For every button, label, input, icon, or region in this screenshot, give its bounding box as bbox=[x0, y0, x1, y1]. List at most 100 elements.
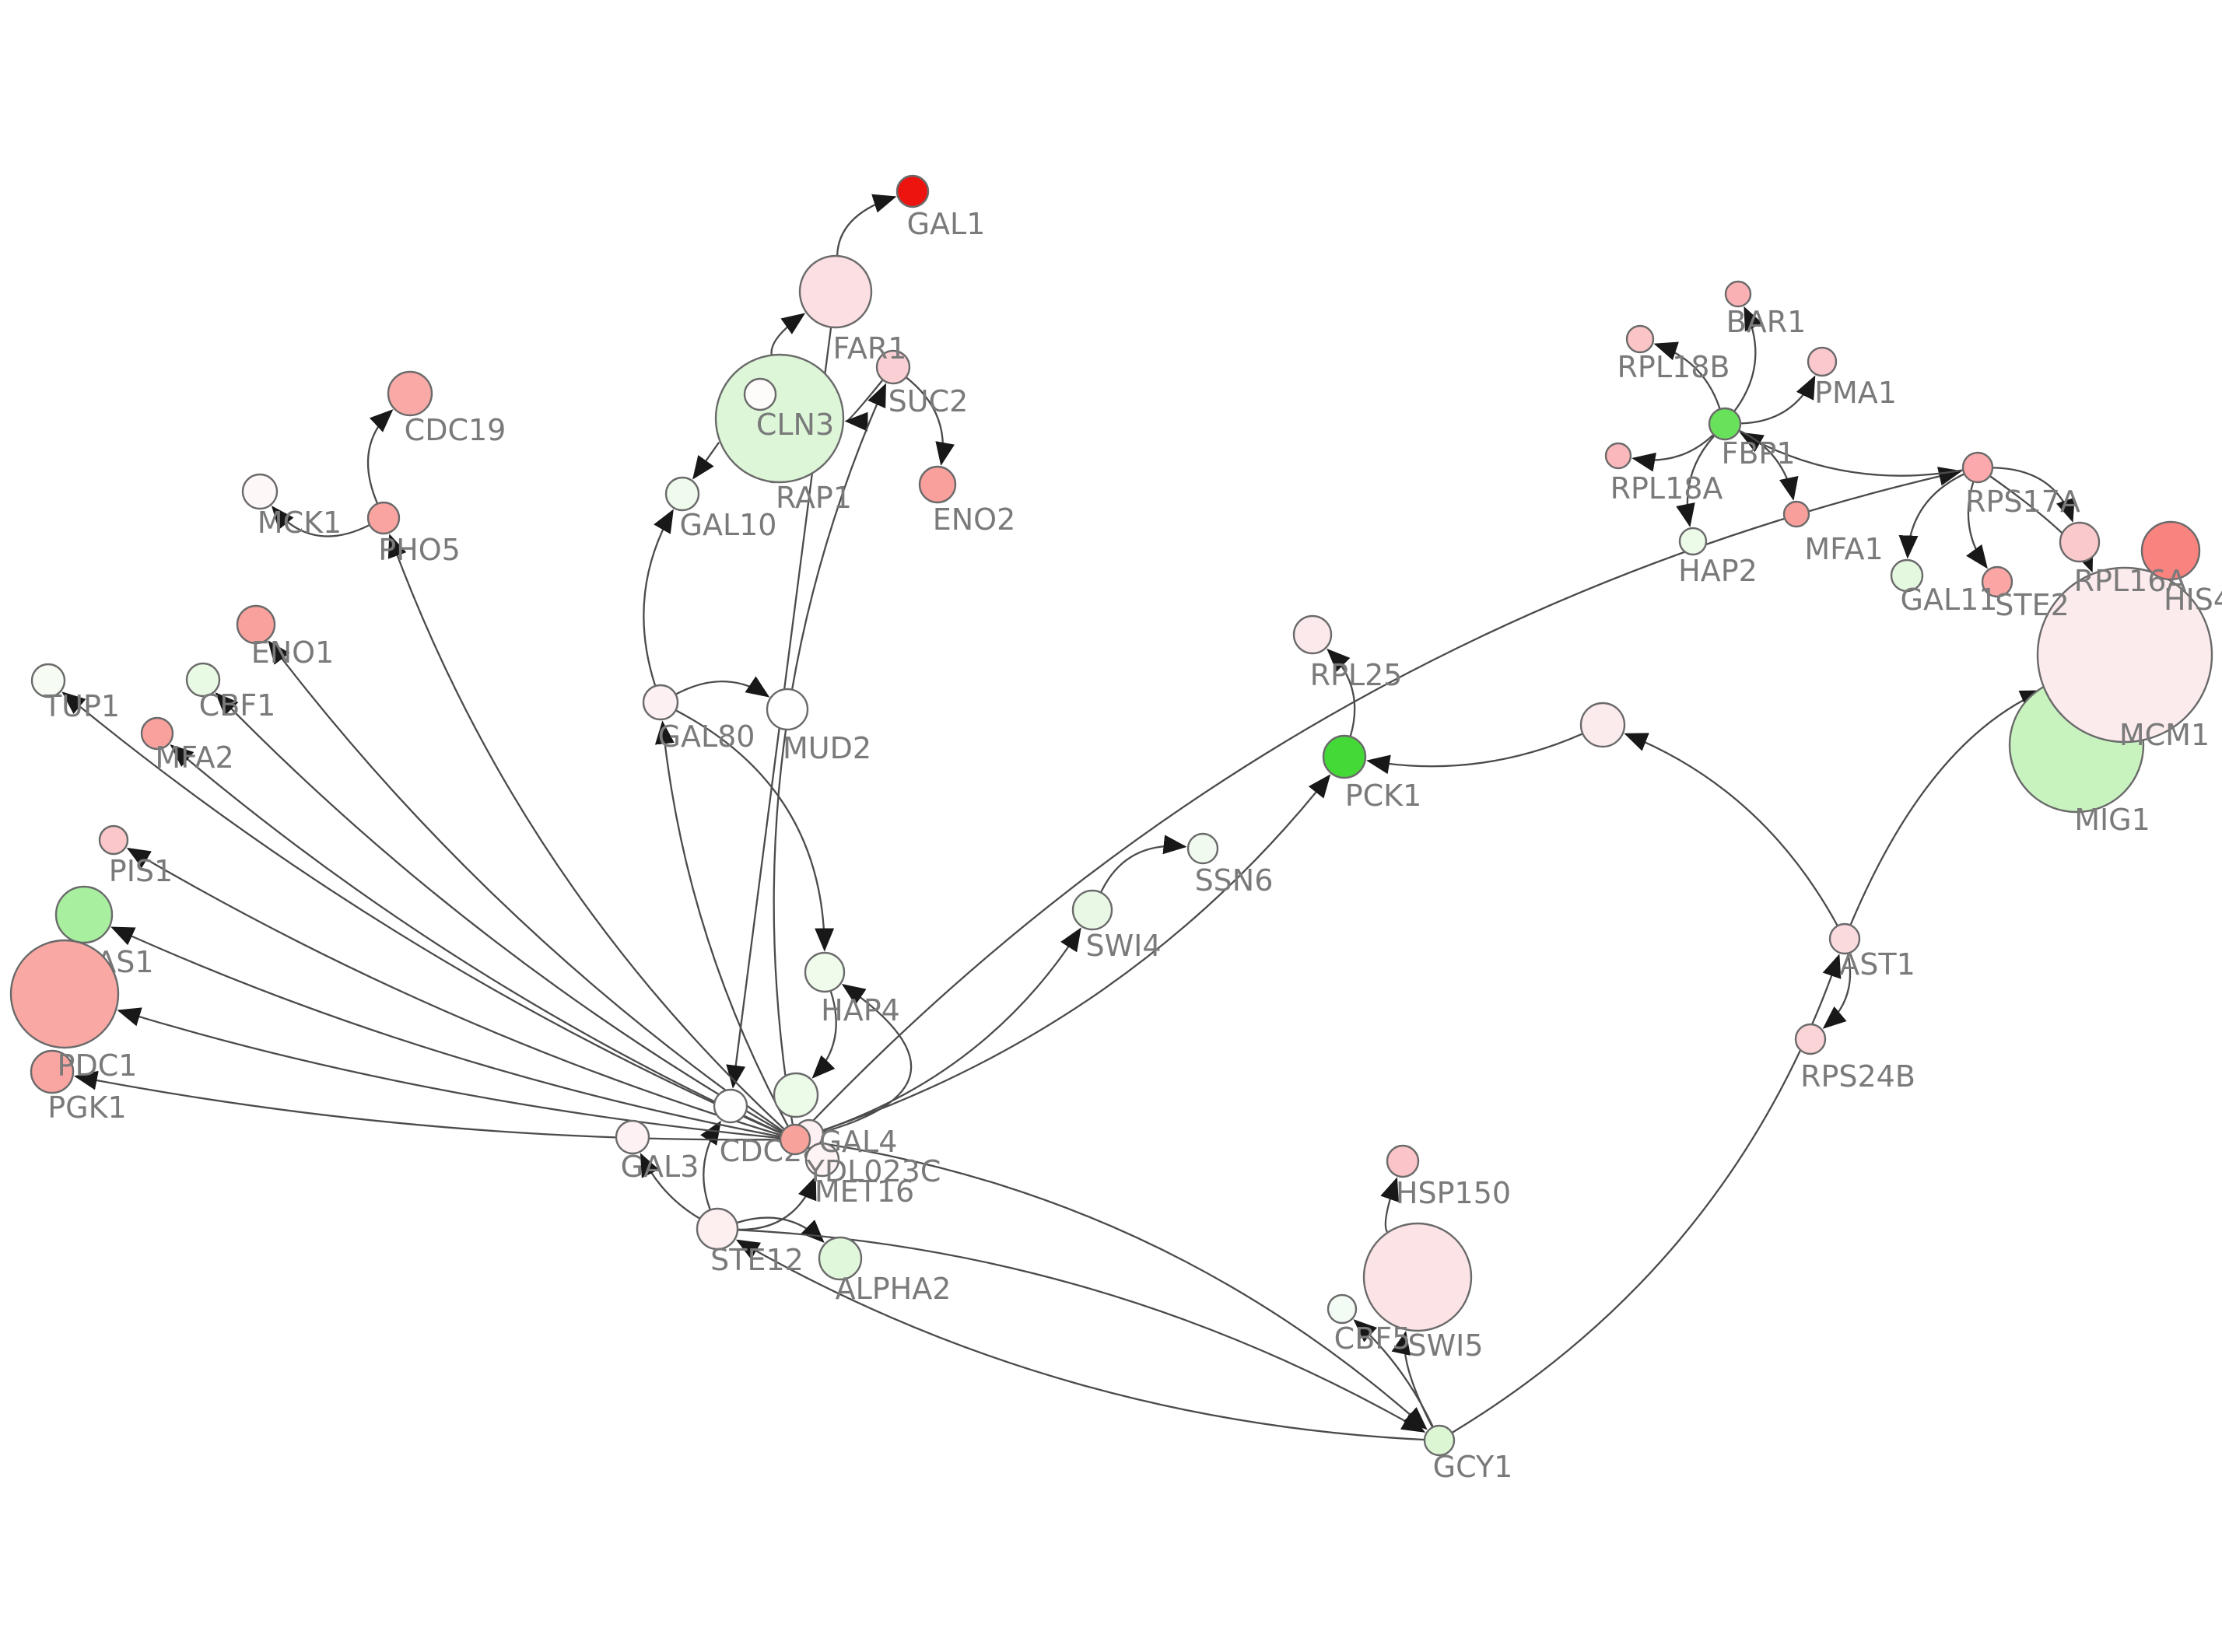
label-ssn6: SSN6 bbox=[1195, 863, 1274, 898]
edge-gal4-pis1 bbox=[126, 847, 781, 1136]
label-mud2: MUD2 bbox=[783, 731, 871, 765]
edge-ste12-cdc28 bbox=[700, 1120, 721, 1210]
node-pma1[interactable] bbox=[1807, 346, 1838, 377]
node-pink1[interactable] bbox=[1579, 702, 1626, 748]
node-swi5[interactable] bbox=[1362, 1222, 1473, 1332]
edge-fbp1-rpl18a bbox=[1631, 434, 1714, 472]
nodes-layer bbox=[9, 174, 2213, 1457]
node-rps17a[interactable] bbox=[1961, 451, 1994, 484]
node-far1[interactable] bbox=[798, 254, 873, 329]
label-gal10: GAL10 bbox=[680, 508, 777, 542]
label-mck1: MCK1 bbox=[258, 506, 342, 540]
label-cdc19: CDC19 bbox=[405, 413, 506, 447]
node-white1[interactable] bbox=[743, 377, 777, 411]
edge-gal4-gcy1 bbox=[810, 1140, 1428, 1430]
edge-rps17a-ste2 bbox=[1966, 481, 1988, 569]
label-gal3: GAL3 bbox=[621, 1150, 699, 1184]
edge-rps17a-rpl16a bbox=[1992, 467, 2075, 523]
node-ras1[interactable] bbox=[54, 885, 114, 944]
edge-suc2-eno2 bbox=[906, 376, 955, 466]
node-rpl18b[interactable] bbox=[1625, 324, 1655, 354]
node-met16[interactable] bbox=[804, 1142, 840, 1178]
edge-ste12-alpha2 bbox=[737, 1216, 825, 1244]
node-ste12[interactable] bbox=[696, 1207, 739, 1251]
node-gal11[interactable] bbox=[1890, 558, 1924, 593]
node-mud2[interactable] bbox=[766, 688, 809, 731]
edge-ast1-rps24b bbox=[1822, 954, 1852, 1029]
label-gal80: GAL80 bbox=[658, 719, 755, 754]
edge-ste12-met16 bbox=[738, 1175, 817, 1230]
label-his4: HIS4 bbox=[2164, 583, 2222, 617]
edges-layer bbox=[61, 194, 2094, 1441]
node-mfa1[interactable] bbox=[1782, 500, 1810, 528]
node-mcm1[interactable] bbox=[2036, 566, 2213, 744]
label-rps17a: RPS17A bbox=[1965, 485, 2080, 519]
label-alpha2: ALPHA2 bbox=[836, 1272, 952, 1306]
node-fbp1[interactable] bbox=[1708, 407, 1742, 441]
edge-gal4-gal80 bbox=[654, 720, 789, 1126]
edge-swi4-ssn6 bbox=[1100, 835, 1187, 893]
label-ydl023c: YDL023C bbox=[806, 1154, 941, 1188]
edge-gal4-swi4 bbox=[809, 927, 1081, 1136]
label-suc2: SUC2 bbox=[888, 384, 969, 418]
node-tup1[interactable] bbox=[30, 663, 66, 698]
node-his4[interactable] bbox=[2140, 520, 2201, 581]
edge-fbp1-pma1 bbox=[1740, 375, 1816, 425]
edge-fbp1-bar1 bbox=[1733, 306, 1763, 411]
node-rpl16a[interactable] bbox=[2059, 521, 2101, 563]
label-gal1: GAL1 bbox=[907, 207, 986, 241]
node-mfa2[interactable] bbox=[140, 716, 174, 751]
edge-gal4-ras1 bbox=[110, 926, 780, 1138]
node-gal3[interactable] bbox=[615, 1119, 650, 1155]
label-mig1: MIG1 bbox=[2074, 803, 2150, 837]
node-gal80[interactable] bbox=[642, 684, 679, 721]
edge-pink1-pck1 bbox=[1366, 733, 1582, 775]
node-swi4[interactable] bbox=[1071, 889, 1113, 931]
edge-fbp1-rpl18b bbox=[1653, 341, 1721, 409]
edge-far1-gal1 bbox=[836, 194, 897, 256]
node-eno2[interactable] bbox=[918, 465, 957, 504]
node-ast1[interactable] bbox=[1828, 922, 1861, 955]
node-pgk1[interactable] bbox=[30, 1049, 75, 1094]
label-tup1: TUP1 bbox=[43, 689, 120, 723]
node-cbf1[interactable] bbox=[185, 662, 221, 698]
node-green1[interactable] bbox=[773, 1072, 819, 1118]
edge-ste12-gal3 bbox=[640, 1153, 700, 1220]
label-met16: MET16 bbox=[815, 1174, 914, 1209]
node-rpl25[interactable] bbox=[1292, 614, 1333, 655]
node-pis1[interactable] bbox=[98, 824, 129, 856]
label-pck1: PCK1 bbox=[1345, 779, 1422, 813]
label-rpl16a: RPL16A bbox=[2074, 564, 2187, 598]
node-hap2[interactable] bbox=[1678, 527, 1708, 556]
node-hap4[interactable] bbox=[804, 951, 846, 993]
label-gal4: GAL4 bbox=[819, 1125, 898, 1159]
node-hsp150[interactable] bbox=[1386, 1144, 1420, 1178]
edge-gal4-rps17a bbox=[804, 467, 1963, 1129]
node-pck1[interactable] bbox=[1322, 734, 1367, 779]
label-mfa1: MFA1 bbox=[1804, 532, 1883, 566]
node-bar1[interactable] bbox=[1724, 280, 1752, 308]
node-ste2[interactable] bbox=[1981, 565, 2013, 598]
node-cbf5[interactable] bbox=[1327, 1293, 1358, 1325]
node-suc2[interactable] bbox=[875, 349, 911, 385]
node-rpl18a[interactable] bbox=[1604, 442, 1632, 470]
node-gcy1[interactable] bbox=[1423, 1424, 1456, 1457]
node-pdc1[interactable] bbox=[9, 939, 120, 1049]
edge-gcy1-swi5 bbox=[1391, 1330, 1433, 1427]
label-pgk1: PGK1 bbox=[47, 1090, 126, 1125]
node-eno1[interactable] bbox=[236, 604, 276, 645]
node-cdc19[interactable] bbox=[387, 370, 433, 417]
node-gal4[interactable] bbox=[779, 1123, 811, 1156]
edge-gal4-cbf1 bbox=[215, 692, 783, 1132]
node-alpha2[interactable] bbox=[818, 1236, 863, 1281]
node-pho5[interactable] bbox=[366, 501, 401, 535]
node-rps24b[interactable] bbox=[1794, 1023, 1827, 1055]
label-pho5: PHO5 bbox=[378, 533, 461, 567]
edge-rps17a-mcm1 bbox=[1989, 475, 2094, 573]
node-mck1[interactable] bbox=[241, 473, 279, 510]
node-ssn6[interactable] bbox=[1186, 832, 1219, 865]
node-cdc28[interactable] bbox=[713, 1088, 748, 1124]
node-gal1[interactable] bbox=[895, 174, 930, 208]
label-swi5: SWI5 bbox=[1407, 1328, 1483, 1363]
node-gal10[interactable] bbox=[664, 476, 700, 512]
